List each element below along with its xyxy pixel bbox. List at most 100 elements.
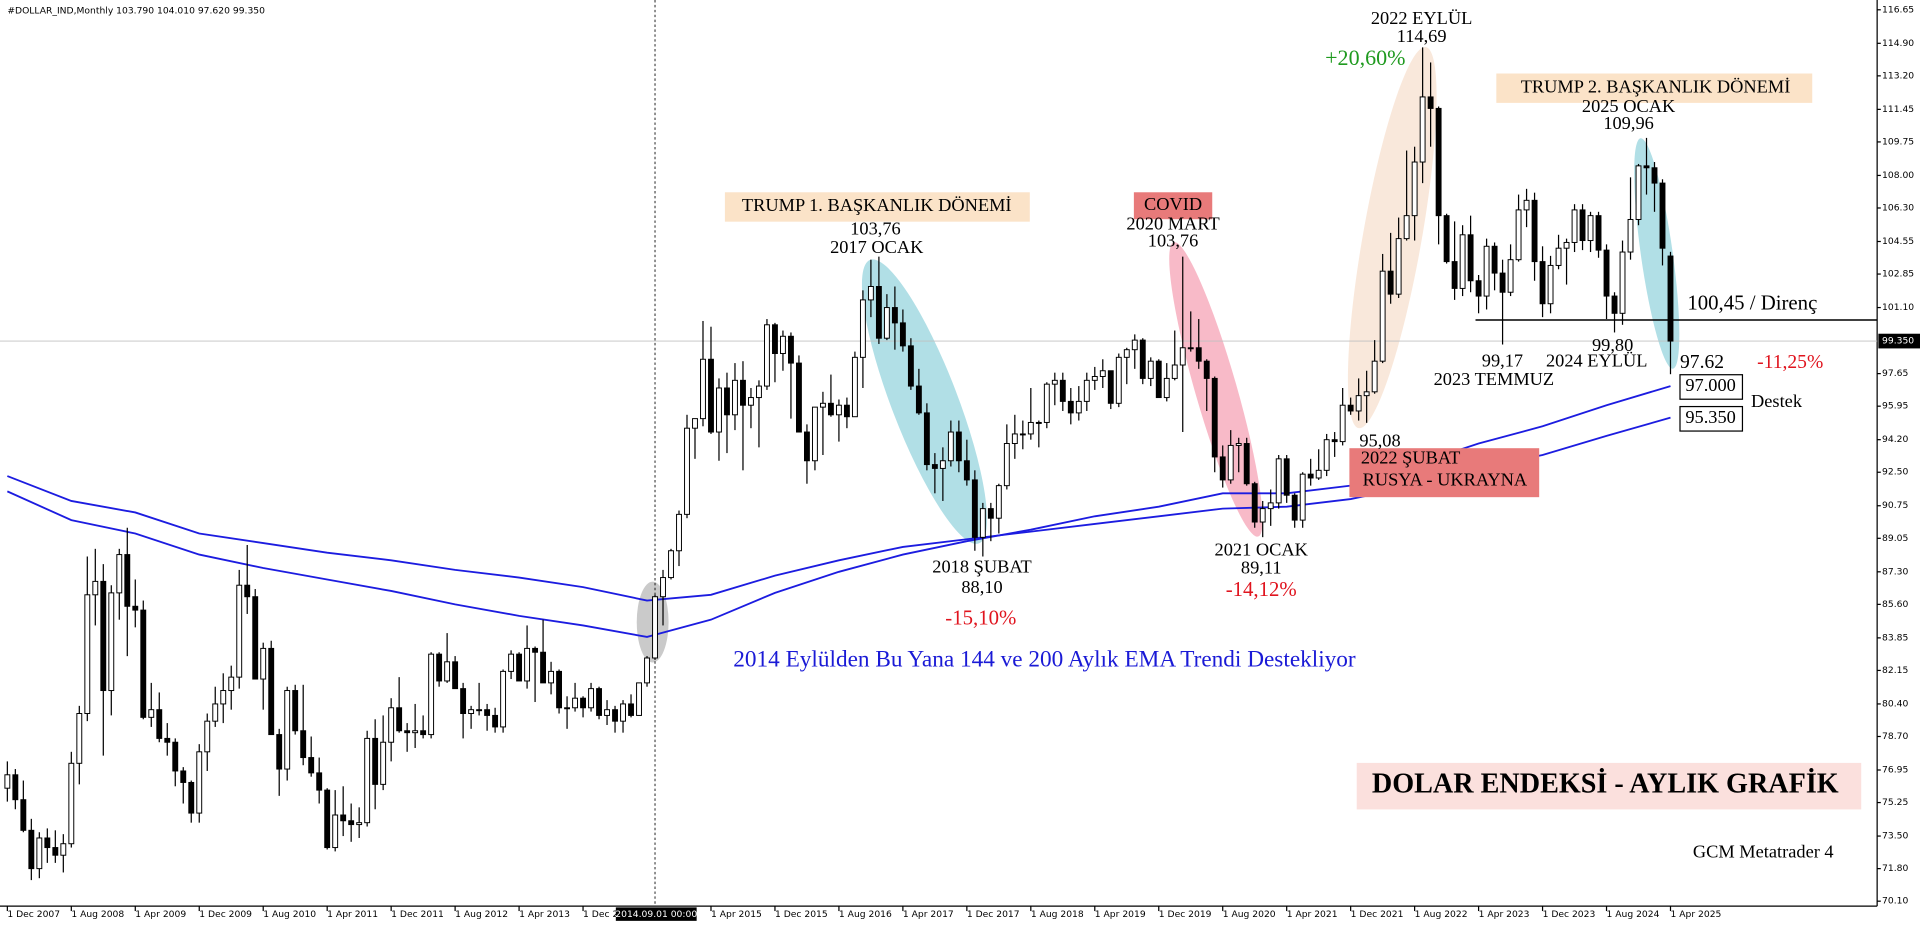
- annotation: 2022 EYLÜL: [1371, 8, 1472, 28]
- candle-body: [316, 772, 323, 791]
- candle-body: [1539, 261, 1546, 305]
- candle-body: [204, 720, 211, 753]
- annotation: 97.000: [1685, 375, 1736, 395]
- candle-body: [500, 670, 507, 728]
- y-tick-label: 76.95: [1882, 765, 1908, 776]
- candle-body: [644, 657, 650, 684]
- candle-body: [1195, 347, 1202, 362]
- candle-body: [843, 404, 850, 418]
- candle-body: [827, 402, 834, 416]
- candle-body: [995, 485, 1002, 519]
- candle-body: [372, 737, 379, 785]
- candle-body: [1051, 379, 1058, 385]
- candle-body: [476, 709, 483, 712]
- candle-body: [1003, 443, 1010, 487]
- candle-body: [716, 387, 722, 433]
- candle-body: [420, 730, 427, 736]
- candle-body: [60, 843, 67, 856]
- annotation: RUSYA - UKRAYNA: [1363, 469, 1528, 489]
- y-tick-label: 75.25: [1882, 797, 1908, 808]
- candle-body: [1243, 443, 1250, 485]
- candle-body: [1315, 469, 1322, 479]
- candle-body: [1475, 280, 1482, 297]
- candle-body: [604, 709, 610, 716]
- candle-body: [1147, 360, 1154, 379]
- candle-body: [436, 653, 443, 682]
- candle-body: [796, 362, 802, 433]
- y-tick-label: 82.15: [1882, 665, 1908, 676]
- candle-body: [100, 580, 107, 692]
- candle-body: [867, 286, 874, 301]
- y-tick-label: 73.50: [1882, 831, 1908, 842]
- candle-body: [1371, 360, 1378, 393]
- y-tick-label: 85.60: [1882, 599, 1908, 610]
- candle-body: [1355, 395, 1362, 412]
- candle-body: [947, 431, 954, 462]
- candle-body: [508, 653, 515, 672]
- y-tick-label: 116.65: [1882, 4, 1914, 15]
- x-tick-label: 1 Apr 2013: [519, 909, 570, 920]
- candle-body: [780, 335, 786, 355]
- candle-body: [68, 762, 75, 845]
- candle-body: [1571, 209, 1578, 243]
- candle-body: [1115, 356, 1122, 404]
- candle-body: [1211, 377, 1218, 458]
- candle-body: [907, 345, 914, 387]
- candle-body: [1107, 370, 1114, 404]
- chart-title: #DOLLAR_IND,Monthly 103.790 104.010 97.6…: [7, 6, 265, 17]
- annotation: COVID: [1144, 194, 1202, 214]
- candle-body: [684, 427, 690, 515]
- candle-body: [564, 707, 571, 710]
- candle-body: [955, 431, 962, 462]
- candle-body: [452, 661, 459, 690]
- candle-body: [851, 356, 858, 418]
- candle-body: [636, 682, 642, 716]
- candle-body: [252, 596, 259, 680]
- candle-body: [572, 697, 578, 709]
- crosshair-label: 2014.09.01 00:00: [615, 909, 697, 920]
- annotation: -11,25%: [1757, 352, 1823, 373]
- x-tick-label: 1 Apr 2017: [903, 909, 954, 920]
- candle-body: [244, 584, 251, 598]
- x-tick-label: 1 Aug 2008: [71, 909, 124, 920]
- candle-body: [12, 774, 19, 801]
- x-tick-label: 1 Apr 2021: [1287, 909, 1338, 920]
- candle-body: [164, 737, 171, 743]
- candle-body: [36, 837, 43, 870]
- annotation: 103,76: [850, 218, 900, 238]
- x-tick-label: 1 Apr 2025: [1670, 909, 1721, 920]
- annotation: 2022 ŞUBAT: [1361, 447, 1460, 467]
- candle-body: [819, 402, 826, 408]
- y-tick-label: 94.20: [1882, 434, 1908, 445]
- candle-body: [668, 550, 674, 579]
- candle-body: [236, 584, 243, 678]
- annotation: DOLAR ENDEKSİ - AYLIK GRAFİK: [1372, 769, 1839, 800]
- candle-body: [1627, 218, 1634, 253]
- x-tick-label: 1 Dec 2007: [7, 909, 60, 920]
- candle-body: [276, 734, 283, 770]
- candle-body: [1019, 433, 1026, 436]
- x-tick-label: 1 Apr 2019: [1095, 909, 1146, 920]
- y-tick-label: 70.10: [1882, 896, 1908, 907]
- annotation-box: [1133, 192, 1213, 220]
- candle-body: [1443, 215, 1450, 263]
- x-tick-label: 1 Dec 2019: [1159, 909, 1212, 920]
- annotation: 99,80: [1592, 335, 1633, 355]
- annotation: 114,69: [1397, 26, 1447, 46]
- annotation: 99,17: [1482, 351, 1523, 371]
- candle-body: [764, 324, 770, 387]
- candle-body: [340, 814, 347, 822]
- candle-body: [1491, 245, 1498, 274]
- candle-body: [20, 799, 27, 831]
- candle-body: [931, 464, 938, 469]
- candle-body: [1091, 376, 1098, 381]
- candle-body: [1619, 251, 1626, 314]
- y-tick-label: 90.75: [1882, 500, 1908, 511]
- y-tick-label: 78.70: [1882, 731, 1908, 742]
- candle-body: [116, 554, 123, 594]
- annotation: 95.350: [1685, 407, 1736, 427]
- candle-body: [1395, 238, 1402, 295]
- candle-body: [628, 703, 634, 716]
